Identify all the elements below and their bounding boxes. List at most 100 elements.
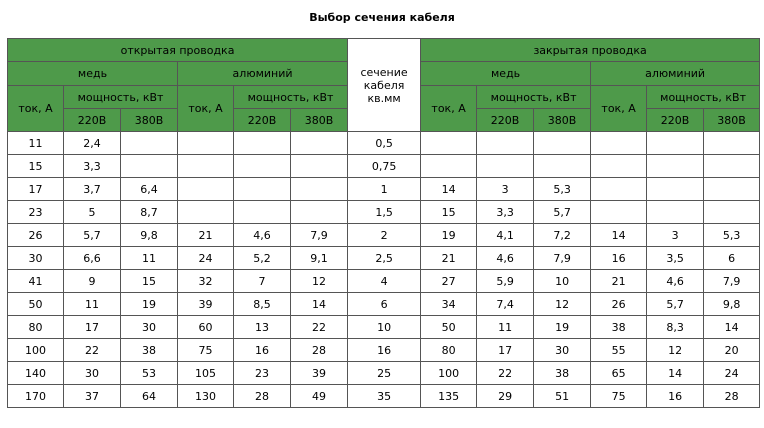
header-open-aluminum: алюминий: [176, 61, 349, 86]
table-cell: 28: [233, 384, 291, 408]
table-cell: 26: [590, 292, 648, 316]
table-cell: [703, 154, 761, 178]
table-cell: 170: [7, 384, 64, 408]
table-body: 11 2,4 0,5 15 3,3 0,75 17 3,7 6,4 1 14 3 5,3 23 5 8,7 1,…: [7, 131, 761, 408]
table-cell: 7,4: [476, 292, 535, 316]
table-row: 140 30 53 105 23 39 25 100 22 38 65 14 24: [7, 361, 761, 385]
header-closed-wiring: закрытая проводка: [420, 38, 761, 62]
table-cell: 8,7: [120, 200, 178, 224]
table-cell: 80: [420, 338, 478, 362]
header-open-aluminum-380: 380В: [289, 108, 349, 132]
table-cell: 7,2: [533, 223, 592, 247]
table-cell: 19: [533, 315, 592, 339]
table-cell: 64: [120, 384, 178, 408]
table-cell: [476, 131, 535, 155]
table-cell: 11: [476, 315, 535, 339]
table-cell: 100: [420, 361, 478, 385]
table-cell: [703, 177, 761, 201]
table-cell: 9: [63, 269, 121, 293]
table-cell: [646, 154, 705, 178]
header-closed-aluminum-380: 380В: [703, 108, 761, 132]
header-closed-copper: медь: [420, 61, 592, 86]
table-row: 11 2,4 0,5: [7, 131, 761, 155]
table-cell: 15: [120, 269, 178, 293]
header-closed-copper-current: ток, А: [420, 85, 478, 132]
table-cell: 7,9: [289, 223, 349, 247]
table-cell: [289, 131, 349, 155]
table-cell: 14: [420, 177, 478, 201]
table-cell: 32: [177, 269, 234, 293]
table-cell: 0,75: [347, 154, 422, 178]
table-cell: 30: [533, 338, 592, 362]
table-cell: [590, 131, 648, 155]
table-cell: 75: [590, 384, 648, 408]
table-cell: 23: [7, 200, 64, 224]
table-cell: 0,5: [347, 131, 422, 155]
table-cell: 15: [7, 154, 64, 178]
table-cell: 65: [590, 361, 648, 385]
table-cell: 19: [120, 292, 178, 316]
table-cell: [476, 154, 535, 178]
table-cell: 30: [63, 361, 121, 385]
table-cell: 35: [347, 384, 422, 408]
table-cell: 12: [289, 269, 349, 293]
table-cell: 11: [7, 131, 64, 155]
table-cell: 5,2: [233, 246, 291, 270]
table-cell: [289, 177, 349, 201]
table-cell: 6: [347, 292, 422, 316]
header-closed-aluminum-power: мощность, кВт: [646, 85, 761, 109]
table-cell: 3: [646, 223, 705, 247]
table-header: открытая проводка сечение кабеля кв.мм з…: [6, 38, 761, 132]
header-open-copper-220: 220В: [63, 108, 121, 132]
header-closed-aluminum-current: ток, А: [590, 85, 648, 132]
table-cell: [420, 154, 478, 178]
header-closed-copper-380: 380В: [533, 108, 592, 132]
table-cell: [420, 131, 478, 155]
table-cell: 15: [420, 200, 478, 224]
table-cell: 5,9: [476, 269, 535, 293]
table-cell: [289, 154, 349, 178]
table-cell: 5: [63, 200, 121, 224]
table-cell: 140: [7, 361, 64, 385]
header-open-copper-380: 380В: [120, 108, 178, 132]
table-cell: 50: [420, 315, 478, 339]
table-cell: 39: [177, 292, 234, 316]
table-cell: 37: [63, 384, 121, 408]
table-cell: 16: [590, 246, 648, 270]
table-cell: 3,5: [646, 246, 705, 270]
table-cell: [120, 154, 178, 178]
table-cell: 39: [289, 361, 349, 385]
table-cell: [177, 200, 234, 224]
table-cell: 51: [533, 384, 592, 408]
table-cell: 3,7: [63, 177, 121, 201]
table-cell: 6,6: [63, 246, 121, 270]
table-cell: [233, 154, 291, 178]
table-cell: 28: [289, 338, 349, 362]
table-row: 23 5 8,7 1,5 15 3,3 5,7: [7, 200, 761, 224]
table-cell: 4,6: [646, 269, 705, 293]
table-cell: 12: [646, 338, 705, 362]
table-cell: 19: [420, 223, 478, 247]
table-cell: 55: [590, 338, 648, 362]
header-open-aluminum-power: мощность, кВт: [232, 85, 349, 109]
table-cell: 9,1: [289, 246, 349, 270]
table-cell: 100: [7, 338, 64, 362]
table-cell: 28: [703, 384, 761, 408]
table-cell: 1,5: [347, 200, 422, 224]
table-cell: 22: [289, 315, 349, 339]
table-cell: 49: [289, 384, 349, 408]
table-cell: 8,3: [646, 315, 705, 339]
table-cell: 4,6: [476, 246, 535, 270]
table-cell: 38: [120, 338, 178, 362]
table-cell: 21: [590, 269, 648, 293]
table-cell: 5,3: [703, 223, 761, 247]
table-cell: 6: [703, 246, 761, 270]
table-cell: 9,8: [120, 223, 178, 247]
table-cell: 8,5: [233, 292, 291, 316]
table-cell: 75: [177, 338, 234, 362]
table-cell: 7,9: [533, 246, 592, 270]
table-cell: 34: [420, 292, 478, 316]
table-row: 100 22 38 75 16 28 16 80 17 30 55 12 20: [7, 338, 761, 362]
table-cell: 7,9: [703, 269, 761, 293]
table-cell: 53: [120, 361, 178, 385]
